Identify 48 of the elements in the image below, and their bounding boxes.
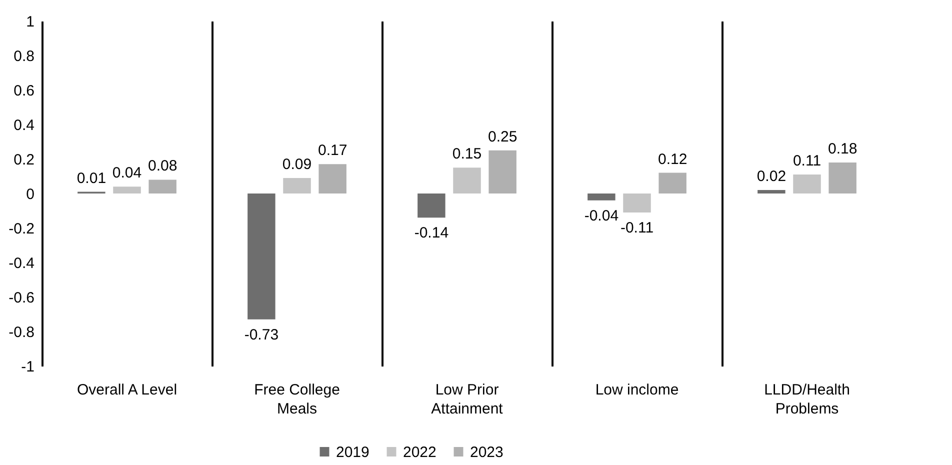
y-tick-label: 1 xyxy=(26,14,34,30)
y-tick-label: -1 xyxy=(21,358,34,376)
x-tick-label: Free College Meals xyxy=(254,382,340,418)
y-tick-label: 0.6 xyxy=(14,82,34,100)
y-tick-label: 0.2 xyxy=(14,152,34,168)
x-tick-label: Low inclome xyxy=(595,382,679,398)
y-tick-label: 0.4 xyxy=(14,117,34,134)
data-label: -0.14 xyxy=(414,224,449,242)
data-label: 0.15 xyxy=(452,146,482,163)
y-tick-label: -0.6 xyxy=(8,290,34,306)
y-tick-label: 0.8 xyxy=(14,48,34,65)
bar xyxy=(113,186,141,194)
legend-label: 2023 xyxy=(470,444,504,461)
legend-label: 2022 xyxy=(403,444,436,461)
y-tick-label: -0.4 xyxy=(8,255,34,272)
bar xyxy=(248,194,276,320)
data-label: 0.18 xyxy=(828,140,858,158)
bar xyxy=(758,190,786,194)
x-tick-label: LLDD/Health Problems xyxy=(764,382,850,418)
y-tick-label: 0 xyxy=(26,186,34,203)
data-label: 0.09 xyxy=(282,156,312,173)
data-label: 0.17 xyxy=(318,142,348,160)
bar xyxy=(793,174,821,194)
data-label: 0.11 xyxy=(792,152,822,170)
legend-label: 2019 xyxy=(336,444,370,461)
bar xyxy=(283,178,311,194)
data-label: -0.11 xyxy=(620,219,654,236)
bar xyxy=(488,150,516,194)
x-tick-label: Overall A Level xyxy=(76,382,178,398)
bar xyxy=(148,180,176,194)
bar xyxy=(658,172,686,194)
x-tick-label: Low Prior Attainment xyxy=(431,382,504,418)
bar xyxy=(623,194,651,212)
data-label: 0.25 xyxy=(488,128,518,146)
data-label: 0.08 xyxy=(148,158,178,175)
y-tick-label: -0.8 xyxy=(8,324,34,341)
bar xyxy=(828,162,856,194)
bar xyxy=(418,194,446,218)
data-label: 0.01 xyxy=(76,170,106,187)
data-label: 0.02 xyxy=(756,168,786,186)
data-label: 0.04 xyxy=(112,164,142,182)
bar xyxy=(453,168,481,194)
data-label: -0.04 xyxy=(584,207,619,224)
data-label: 0.12 xyxy=(658,150,688,168)
bar xyxy=(588,194,616,200)
y-tick-label: -0.2 xyxy=(8,220,34,238)
bar xyxy=(318,164,346,194)
data-label: -0.73 xyxy=(244,326,279,344)
